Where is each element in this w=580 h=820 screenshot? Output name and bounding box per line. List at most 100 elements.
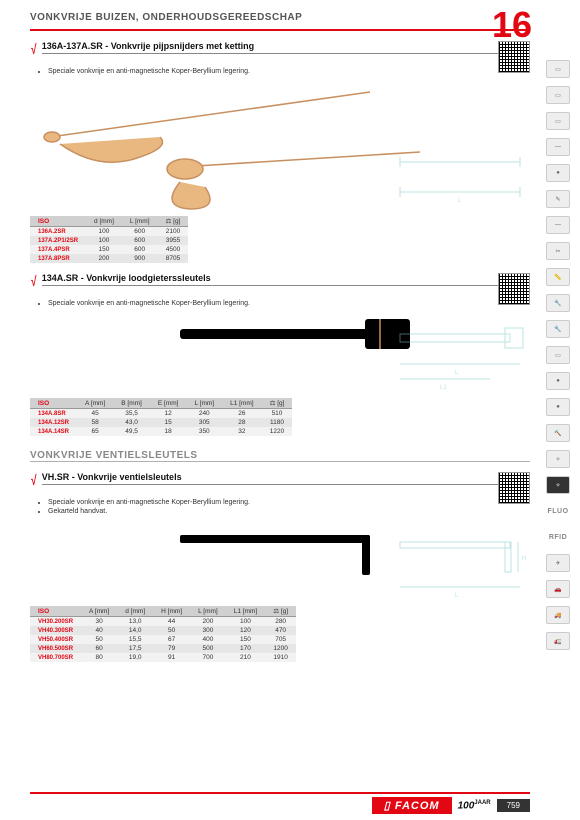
table-cell: 150	[226, 635, 265, 644]
dimension-diagram-2: L L1	[390, 324, 530, 394]
table-header: ⚖ [g]	[265, 606, 296, 617]
product-image-area-3: L H	[30, 522, 530, 602]
table-cell: 510	[262, 409, 293, 419]
table-cell: 45	[77, 409, 113, 419]
category-icon[interactable]: 🔧	[546, 294, 570, 312]
table-header: B [mm]	[113, 398, 150, 409]
category-icon[interactable]: —	[546, 216, 570, 234]
table-cell: 67	[153, 635, 190, 644]
category-icon[interactable]: ●	[546, 164, 570, 182]
table-cell: 14,0	[117, 626, 153, 635]
table-cell: VH80.700SR	[30, 653, 81, 662]
table-cell: 4500	[158, 245, 189, 254]
table-cell: 100	[86, 227, 122, 237]
header-divider	[30, 29, 530, 31]
table-cell: 240	[186, 409, 222, 419]
category-icon[interactable]: 🚛	[546, 632, 570, 650]
table-cell: 470	[265, 626, 296, 635]
category-icon[interactable]: ✎	[546, 190, 570, 208]
svg-text:H: H	[522, 556, 526, 562]
table-header: ISO	[30, 398, 77, 409]
table-cell: 17,5	[117, 644, 153, 653]
svg-text:L1: L1	[440, 385, 447, 391]
category-icon[interactable]: 🚗	[546, 580, 570, 598]
table-cell: 2100	[158, 227, 189, 237]
page-header-title: VONKVRIJE BUIZEN, ONDERHOUDSGEREEDSCHAP	[30, 12, 530, 23]
category-icon[interactable]: FLUO	[546, 502, 570, 520]
category-icon[interactable]: ▭	[546, 86, 570, 104]
table-row: 136A.2SR1006002100	[30, 227, 188, 237]
table-header: L [mm]	[186, 398, 222, 409]
table-cell: 13,0	[117, 617, 153, 627]
table-cell: 1200	[265, 644, 296, 653]
section-marker-icon: √	[31, 472, 36, 488]
category-icon[interactable]: —	[546, 138, 570, 156]
category-icon[interactable]: ●	[546, 372, 570, 390]
chapter-number: 16	[492, 4, 532, 46]
table-header: d [mm]	[117, 606, 153, 617]
svg-text:L: L	[458, 198, 462, 204]
table-cell: 44	[153, 617, 190, 627]
category-icon[interactable]: ▭	[546, 112, 570, 130]
table-cell: 600	[122, 245, 158, 254]
qr-code-icon	[498, 472, 530, 504]
table-cell: 900	[122, 254, 158, 263]
category-icon[interactable]: ▭	[546, 346, 570, 364]
category-icon[interactable]: RFID	[546, 528, 570, 546]
table-row: 137A.8PSR2009008705	[30, 254, 188, 263]
table-cell: 280	[265, 617, 296, 627]
category-icon[interactable]: ✂	[546, 242, 570, 260]
table-header: L1 [mm]	[226, 606, 265, 617]
product-image-area-1: L	[30, 82, 530, 212]
table-cell: 600	[122, 227, 158, 237]
table-cell: 58	[77, 418, 113, 427]
table-cell: 8705	[158, 254, 189, 263]
table-cell: 50	[153, 626, 190, 635]
category-icon[interactable]: 📏	[546, 268, 570, 286]
category-icon[interactable]: ▭	[546, 60, 570, 78]
category-icon[interactable]: 🔨	[546, 424, 570, 442]
category-icon[interactable]: ✈	[546, 554, 570, 572]
table-header: A [mm]	[81, 606, 117, 617]
table-cell: 134A.14SR	[30, 427, 77, 436]
table-cell: 49,5	[113, 427, 150, 436]
category-icon[interactable]: ✧	[546, 450, 570, 468]
category-icon[interactable]: ✧	[546, 476, 570, 494]
table-cell: 500	[190, 644, 226, 653]
anniversary-badge: 100JAAR	[458, 800, 491, 811]
table-cell: 120	[226, 626, 265, 635]
table-cell: 26	[222, 409, 261, 419]
table-cell: 400	[190, 635, 226, 644]
table-cell: 91	[153, 653, 190, 662]
table-cell: 30	[81, 617, 117, 627]
table-cell: 100	[226, 617, 265, 627]
table-header: d [mm]	[86, 216, 122, 227]
category-icon[interactable]: 🚚	[546, 606, 570, 624]
table-cell: 32	[222, 427, 261, 436]
page-number: 759	[497, 799, 530, 812]
table-cell: 1180	[262, 418, 293, 427]
category-icon[interactable]: 🔧	[546, 320, 570, 338]
bullet-item: Gekarteld handvat.	[48, 507, 530, 516]
table-cell: 134A.8SR	[30, 409, 77, 419]
table-cell: 150	[86, 245, 122, 254]
section-2-title: 134A.SR - Vonkvrije loodgieterssleutels	[42, 273, 530, 286]
table-cell: 18	[150, 427, 187, 436]
table-header: ⚖ [g]	[158, 216, 189, 227]
category-icon[interactable]: ●	[546, 398, 570, 416]
section-3: √ VH.SR - Vonkvrije ventielsleutels Spec…	[30, 472, 530, 662]
table-cell: VH30.200SR	[30, 617, 81, 627]
bullet-item: Speciale vonkvrije en anti-magnetische K…	[48, 299, 530, 308]
table-cell: VH50.400SR	[30, 635, 81, 644]
table-cell: 15	[150, 418, 187, 427]
table-cell: 200	[86, 254, 122, 263]
table-cell: 12	[150, 409, 187, 419]
table-header: ⚖ [g]	[262, 398, 293, 409]
table-cell: 28	[222, 418, 261, 427]
table-row: 137A.2P1/2SR1006003955	[30, 236, 188, 245]
qr-code-icon	[498, 273, 530, 305]
table-cell: 40	[81, 626, 117, 635]
chain-cutter-image-2	[150, 137, 430, 217]
table-row: VH30.200SR3013,044200100280	[30, 617, 296, 627]
table-cell: 137A.4PSR	[30, 245, 86, 254]
